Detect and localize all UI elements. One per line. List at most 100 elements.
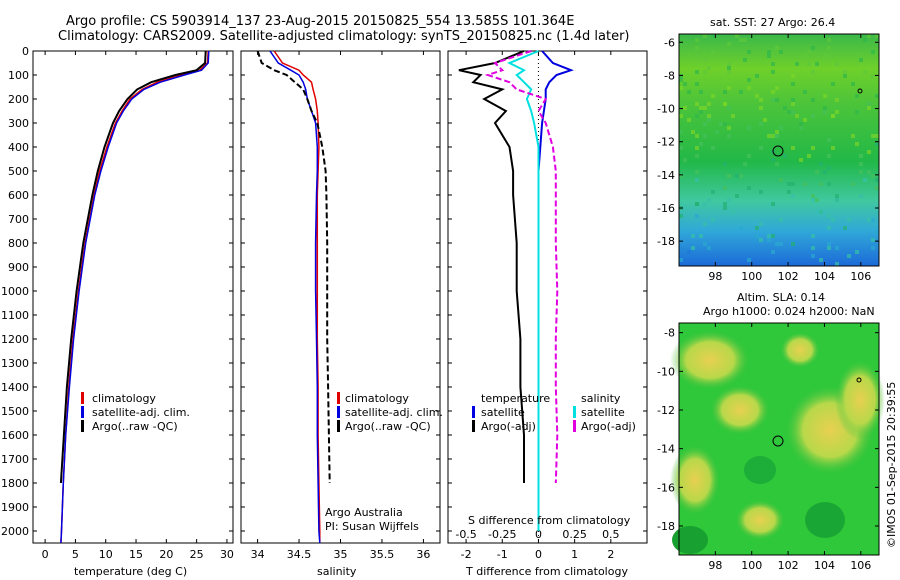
sst-pixel xyxy=(679,174,683,178)
sst-pixel xyxy=(711,218,715,222)
x-tick-label: 30 xyxy=(220,548,234,561)
difference-panel: -2 -1 0 1 2 -0.5 -0.25 0 0.25 0.5 S difference fr… xyxy=(447,50,648,578)
x-tick-label: -0.25 xyxy=(488,528,516,541)
sst-pixel xyxy=(831,218,835,222)
y-tick-label: 300 xyxy=(8,117,29,130)
sst-pixel xyxy=(851,182,855,186)
x-tick-label: 15 xyxy=(129,548,143,561)
y-tick-label: 100 xyxy=(8,69,29,82)
sla-map-title-1: Altim. SLA: 0.14 xyxy=(737,291,826,304)
sst-pixel xyxy=(779,178,783,182)
sst-pixel xyxy=(695,170,699,174)
sst-pixel xyxy=(827,54,831,58)
sst-pixel xyxy=(759,238,763,242)
series-line-argo-raw-qc- xyxy=(59,50,207,484)
sst-pixel xyxy=(747,86,751,90)
sst-pixel xyxy=(799,158,803,162)
sst-map-title: sat. SST: 27 Argo: 26.4 xyxy=(710,16,836,29)
y-tick-label: 1200 xyxy=(1,333,29,346)
sst-pixel xyxy=(835,98,839,102)
sst-pixel xyxy=(707,118,711,122)
sst-pixel xyxy=(699,106,703,110)
sst-pixel xyxy=(831,146,835,150)
sst-pixel xyxy=(679,74,683,78)
sst-pixel xyxy=(727,70,731,74)
sst-pixel xyxy=(679,214,683,218)
d-legend-ssat-swatch xyxy=(573,406,576,418)
sst-pixel xyxy=(811,254,815,258)
salinity-xlabel: salinity xyxy=(317,565,357,578)
sst-pixel xyxy=(795,114,799,118)
sst-pixel xyxy=(759,222,763,226)
sst-pixel xyxy=(875,178,879,182)
sst-pixel xyxy=(767,50,771,54)
map-x-tick-label: 104 xyxy=(814,559,835,572)
sst-pixel xyxy=(787,182,791,186)
sst-pixel xyxy=(811,114,815,118)
sst-pixel xyxy=(683,158,687,162)
sst-pixel xyxy=(791,110,795,114)
s-legend-clim-label: climatology xyxy=(345,392,409,405)
sst-pixel xyxy=(775,162,779,166)
map-y-tick-label: -8 xyxy=(664,327,675,340)
map-x-tick-label: 102 xyxy=(778,559,799,572)
legend-argo-swatch xyxy=(81,420,84,432)
sst-pixel xyxy=(815,62,819,66)
sst-pixel xyxy=(867,218,871,222)
sst-pixel xyxy=(715,130,719,134)
sst-map-frame xyxy=(678,33,880,267)
sst-pixel xyxy=(747,154,751,158)
sst-pixel xyxy=(871,238,875,242)
sst-pixel xyxy=(823,94,827,98)
map-y-tick-label: -16 xyxy=(657,202,675,215)
sst-pixel xyxy=(775,130,779,134)
sst-pixel xyxy=(707,66,711,70)
sst-pixel xyxy=(791,242,795,246)
series-line-argo-raw-qc- xyxy=(256,50,331,484)
sst-pixel xyxy=(711,146,715,150)
sst-pixel xyxy=(779,50,783,54)
sst-pixel xyxy=(827,38,831,42)
y-tick-label: 1300 xyxy=(1,357,29,370)
y-tick-label: 1600 xyxy=(1,429,29,442)
legend-argo-label: Argo(..raw -QC) xyxy=(92,420,178,433)
sst-pixel xyxy=(695,38,699,42)
sst-pixel xyxy=(683,82,687,86)
sst-pixel xyxy=(787,110,791,114)
map-x-tick-label: 98 xyxy=(708,559,722,572)
y-tick-label: 0 xyxy=(22,45,29,58)
x-tick-label: 25 xyxy=(190,548,204,561)
sst-pixel xyxy=(735,194,739,198)
map-y-tick-label: -10 xyxy=(657,365,675,378)
sst-pixel xyxy=(811,194,815,198)
sst-pixel xyxy=(775,242,779,246)
sst-pixel xyxy=(731,210,735,214)
series-line-climatology xyxy=(273,50,321,543)
sst-pixel xyxy=(759,146,763,150)
sst-pixel xyxy=(803,54,807,58)
sst-pixel xyxy=(827,214,831,218)
sst-pixel xyxy=(739,226,743,230)
sst-pixel xyxy=(723,206,727,210)
sst-pixel xyxy=(779,126,783,130)
temperature-panel: 0100200300400500600700800900100011001200… xyxy=(1,45,234,578)
sst-pixel xyxy=(703,122,707,126)
d-legend-targo-swatch xyxy=(472,420,475,432)
map-y-tick-label: -6 xyxy=(664,36,675,49)
y-tick-label: 1700 xyxy=(1,453,29,466)
diff-line-salinity-satellite xyxy=(507,50,540,531)
s-legend-argo-swatch xyxy=(337,420,340,432)
y-tick-label: 1000 xyxy=(1,285,29,298)
legend-sat-label: satellite-adj. clim. xyxy=(92,406,190,419)
sst-pixel xyxy=(779,218,783,222)
legend-sat-swatch xyxy=(81,406,84,418)
sst-pixel xyxy=(687,250,691,254)
title-line1: Argo profile: CS 5903914_137 23-Aug-2015… xyxy=(66,14,575,29)
x-tick-label: 0.25 xyxy=(562,528,587,541)
sst-pixel xyxy=(835,262,839,266)
sst-pixel xyxy=(799,122,803,126)
difference-legend: temperature satellite Argo(-adj) salinit… xyxy=(472,392,636,433)
temperature-axes xyxy=(32,50,234,544)
sst-pixel xyxy=(803,90,807,94)
sst-pixel xyxy=(679,130,683,134)
